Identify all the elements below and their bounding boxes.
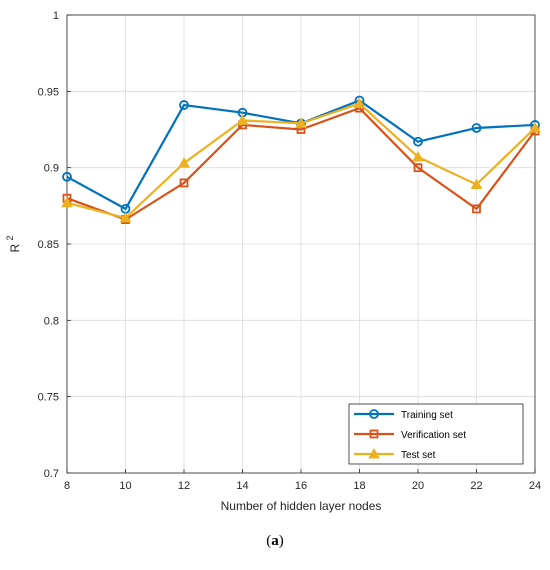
x-axis-label: Number of hidden layer nodes (221, 499, 382, 513)
y-axis-label-superscript: 2 (5, 235, 15, 240)
x-tick-label: 12 (178, 480, 190, 492)
y-tick-label: 1 (53, 10, 59, 22)
data-point (413, 163, 423, 173)
x-tick-label: 20 (412, 480, 424, 492)
series-line (66, 106, 536, 221)
x-tick-label: 14 (236, 480, 248, 492)
data-point (61, 196, 73, 208)
legend-label: Training set (401, 410, 453, 421)
y-tick-label: 0.7 (44, 468, 59, 480)
series-group (61, 95, 541, 224)
x-tick-label: 24 (529, 480, 541, 492)
data-point (470, 178, 483, 189)
caption-open-paren: ( (266, 533, 272, 549)
data-point (236, 114, 249, 125)
legend-marker (369, 429, 379, 439)
figure-caption: (a) (0, 533, 550, 550)
data-point (353, 97, 366, 109)
data-point (179, 100, 189, 110)
x-tick-label: 10 (119, 480, 131, 492)
y-tick-label: 0.95 (38, 86, 59, 98)
x-tick-label: 8 (64, 480, 70, 492)
series-test-set (61, 97, 541, 223)
data-point (178, 157, 190, 168)
y-tick-label: 0.8 (44, 315, 59, 327)
legend-marker (368, 447, 380, 459)
x-tick-label: 22 (470, 480, 482, 492)
y-axis-label: R 2 (5, 235, 22, 252)
x-tick-label: 18 (353, 480, 365, 492)
y-tick-label: 0.85 (38, 239, 59, 251)
data-point (412, 150, 424, 162)
data-point (179, 178, 189, 188)
legend: Training set Verification set Test set (348, 403, 524, 465)
data-point (529, 121, 541, 133)
data-point (471, 123, 482, 133)
data-point (295, 117, 307, 128)
caption-close-paren: ) (278, 533, 284, 549)
caption-letter: a (271, 533, 279, 549)
y-axis-label-base: R (8, 244, 22, 253)
x-tick-label: 16 (295, 480, 307, 492)
y-tick-label: 0.75 (38, 392, 59, 404)
legend-label: Test set (401, 450, 436, 461)
data-point (472, 204, 481, 214)
data-point (62, 171, 72, 182)
axis-ticks: 8 10 12 14 16 18 20 22 24 0.7 0.75 0.8 0.85 0.9 0.95 1 (38, 10, 542, 492)
data-point (413, 136, 423, 147)
line-chart: 8 10 12 14 16 18 20 22 240.70.750.80.850.90.951 … (5, 10, 542, 513)
data-point (119, 212, 132, 223)
legend-marker (369, 409, 379, 419)
legend-label: Verification set (401, 430, 466, 441)
y-tick-label: 0.9 (44, 163, 59, 175)
